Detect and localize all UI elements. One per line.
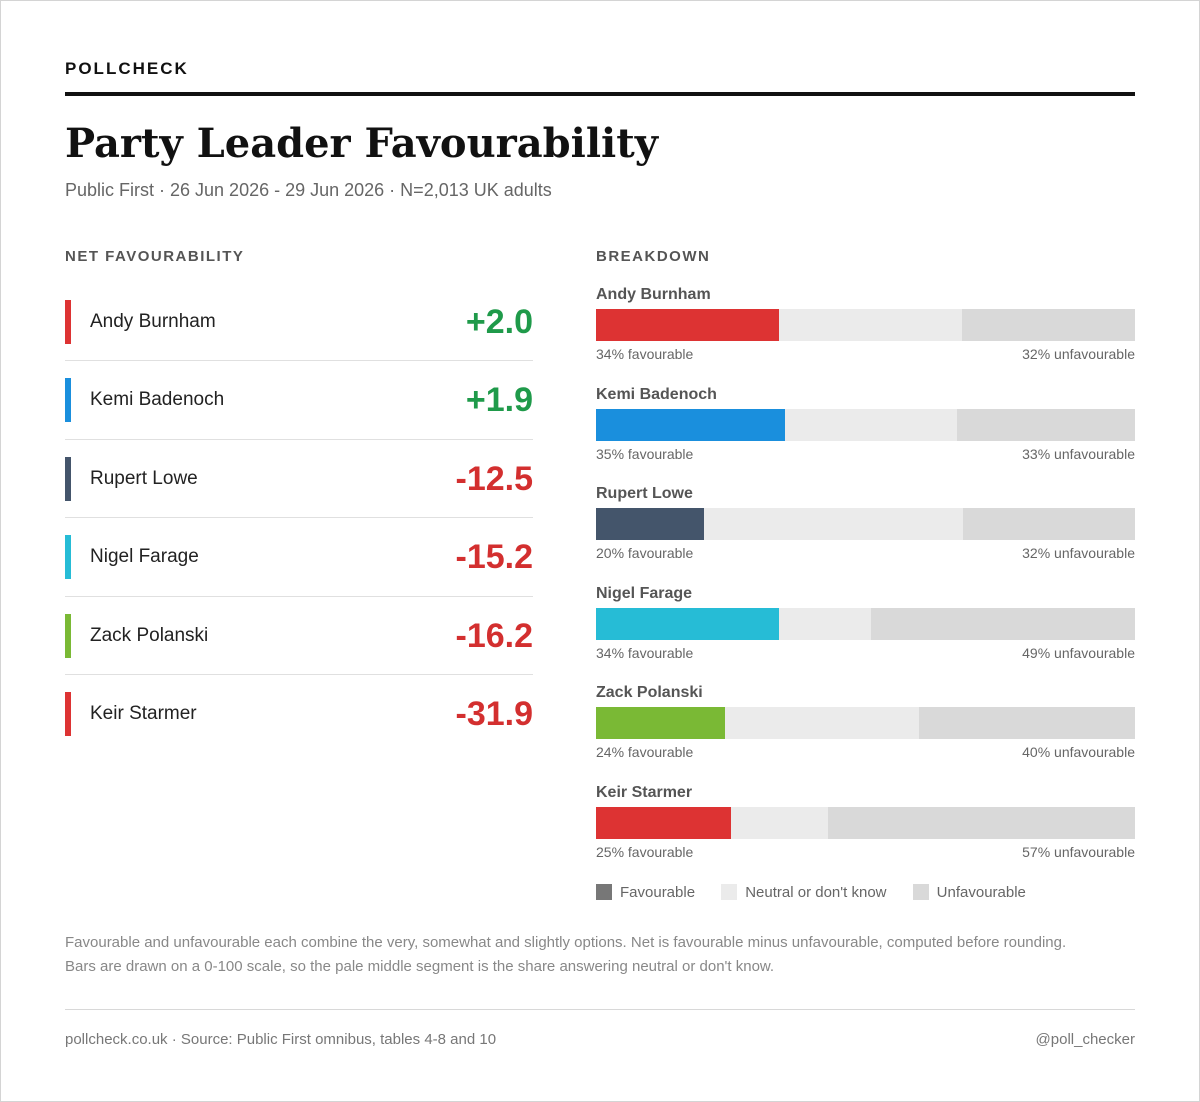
bar-segment-unfavourable <box>962 309 1135 341</box>
legend-label-unfavourable: Unfavourable <box>936 884 1026 901</box>
breakdown-leader-name: Andy Burnham <box>596 286 711 303</box>
bar-segment-neutral <box>704 508 963 540</box>
breakdown-leader-name: Kemi Badenoch <box>596 385 717 403</box>
unfavourable-label: 57% unfavourable <box>1022 843 1135 860</box>
page-title: Party Leader Favourability <box>65 120 658 167</box>
legend-label-neutral: Neutral or don't know <box>745 884 887 901</box>
bar-segment-unfavourable <box>871 607 1135 640</box>
legend-item-neutral: Neutral or don't know <box>721 884 887 901</box>
bar-segment-favourable <box>596 607 779 640</box>
legend-item-favourable: Favourable <box>596 884 695 901</box>
breakdown-row: Nigel Farage 34% favourable 49% unfavourab… <box>596 582 1135 682</box>
net-value: -15.2 <box>455 538 534 577</box>
breakdown-row: Keir Starmer 25% favourable 57% unfavourab… <box>596 781 1135 881</box>
breakdown-row: Rupert Lowe 20% favourable 32% unfavourabl… <box>596 482 1135 582</box>
leader-name: Keir Starmer <box>90 702 197 724</box>
bar-segment-neutral <box>779 309 962 341</box>
bar-segment-neutral <box>725 707 919 739</box>
party-color-bar <box>65 300 71 344</box>
unfavourable-label: 32% unfavourable <box>1022 545 1135 561</box>
favourable-label: 20% favourable <box>596 545 694 561</box>
footnote-line-1: Favourable and unfavourable each combine… <box>65 934 1067 951</box>
footer-rule <box>65 1009 1135 1010</box>
net-row: Kemi Badenoch +1.9 <box>65 360 533 438</box>
favourable-label: 35% favourable <box>596 445 694 462</box>
breakdown-chart: Andy Burnham 34% favourable 32% unfavourab… <box>596 283 1135 880</box>
net-value: -31.9 <box>455 694 534 733</box>
unfavourable-label: 32% unfavourable <box>1022 346 1135 362</box>
footnote-line-2: Bars are drawn on a 0-100 scale, so the … <box>65 958 775 975</box>
breakdown-leader-name: Nigel Farage <box>596 584 693 602</box>
bar-segment-favourable <box>596 408 785 441</box>
leader-name: Nigel Farage <box>90 546 199 568</box>
net-row: Zack Polanski -16.2 <box>65 595 534 674</box>
net-row: Keir Starmer -31.9 <box>65 673 534 752</box>
stacked-bar <box>596 408 1135 441</box>
bar-segment-favourable <box>596 508 704 540</box>
net-value: -16.2 <box>455 616 534 655</box>
bar-segment-favourable <box>596 806 731 839</box>
net-row: Nigel Farage -15.2 <box>65 517 533 595</box>
breakdown-leader-name: Keir Starmer <box>596 783 693 801</box>
leader-name: Rupert Lowe <box>90 467 198 489</box>
breakdown-row: Zack Polanski 24% favourable 40% unfavoura… <box>596 681 1135 781</box>
leader-name: Andy Burnham <box>90 311 216 332</box>
footer-source: pollcheck.co.uk · Source: Public First o… <box>65 1031 497 1048</box>
legend-swatch-favourable <box>596 884 612 900</box>
stacked-bar <box>596 607 1135 640</box>
favourable-label: 34% favourable <box>596 644 694 661</box>
bar-segment-neutral <box>779 607 871 640</box>
breakdown-leader-name: Rupert Lowe <box>596 485 693 502</box>
breakdown-row: Kemi Badenoch 35% favourable 33% unfavoura… <box>596 383 1135 483</box>
party-color-bar <box>65 456 71 501</box>
legend-swatch-neutral <box>721 884 738 900</box>
party-color-bar <box>65 378 71 423</box>
unfavourable-label: 49% unfavourable <box>1022 644 1135 661</box>
party-color-bar <box>65 613 71 658</box>
net-row: Rupert Lowe -12.5 <box>65 438 534 517</box>
bar-segment-unfavourable <box>963 508 1135 540</box>
footer-handle: @poll_checker <box>1035 1031 1135 1048</box>
net-favourability-label: NET FAVOURABILITY <box>65 248 245 265</box>
legend-swatch-unfavourable <box>912 884 929 900</box>
stacked-bar <box>596 806 1135 839</box>
party-color-bar <box>65 691 71 736</box>
net-value: -12.5 <box>455 459 534 498</box>
bar-segment-neutral <box>785 408 957 441</box>
legend-label-favourable: Favourable <box>620 884 696 901</box>
unfavourable-label: 33% unfavourable <box>1022 445 1135 462</box>
breakdown-leader-name: Zack Polanski <box>596 684 703 701</box>
net-favourability-list: Andy Burnham +2.0 Kemi Badenoch +1.9 Rupert … <box>65 283 533 752</box>
stacked-bar <box>596 707 1135 739</box>
favourable-label: 24% favourable <box>596 744 694 760</box>
leader-name: Zack Polanski <box>90 624 209 646</box>
breakdown-label: BREAKDOWN <box>596 248 711 265</box>
net-value: +2.0 <box>465 303 533 341</box>
net-row: Andy Burnham +2.0 <box>65 283 533 360</box>
bar-segment-unfavourable <box>828 806 1135 839</box>
net-value: +1.9 <box>465 381 533 420</box>
header-rule <box>65 92 1135 96</box>
stacked-bar <box>596 508 1135 540</box>
breakdown-row: Andy Burnham 34% favourable 32% unfavourab… <box>596 283 1135 383</box>
bar-segment-favourable <box>596 707 725 739</box>
unfavourable-label: 40% unfavourable <box>1022 744 1135 760</box>
brand-name: POLLCHECK <box>65 59 189 78</box>
stacked-bar <box>596 309 1135 341</box>
leader-name: Kemi Badenoch <box>90 389 225 411</box>
bar-segment-unfavourable <box>919 707 1135 739</box>
favourable-label: 34% favourable <box>596 346 694 362</box>
favourable-label: 25% favourable <box>596 843 694 860</box>
footnote: Favourable and unfavourable each combine… <box>65 931 1140 979</box>
page-subtitle: Public First · 26 Jun 2026 - 29 Jun 2026… <box>65 180 552 200</box>
party-color-bar <box>65 535 71 580</box>
bar-segment-favourable <box>596 309 779 341</box>
legend: Favourable Neutral or don't know Unfavou… <box>596 884 1048 901</box>
bar-segment-neutral <box>731 806 828 839</box>
legend-item-unfavourable: Unfavourable <box>912 884 1026 901</box>
bar-segment-unfavourable <box>957 408 1135 441</box>
